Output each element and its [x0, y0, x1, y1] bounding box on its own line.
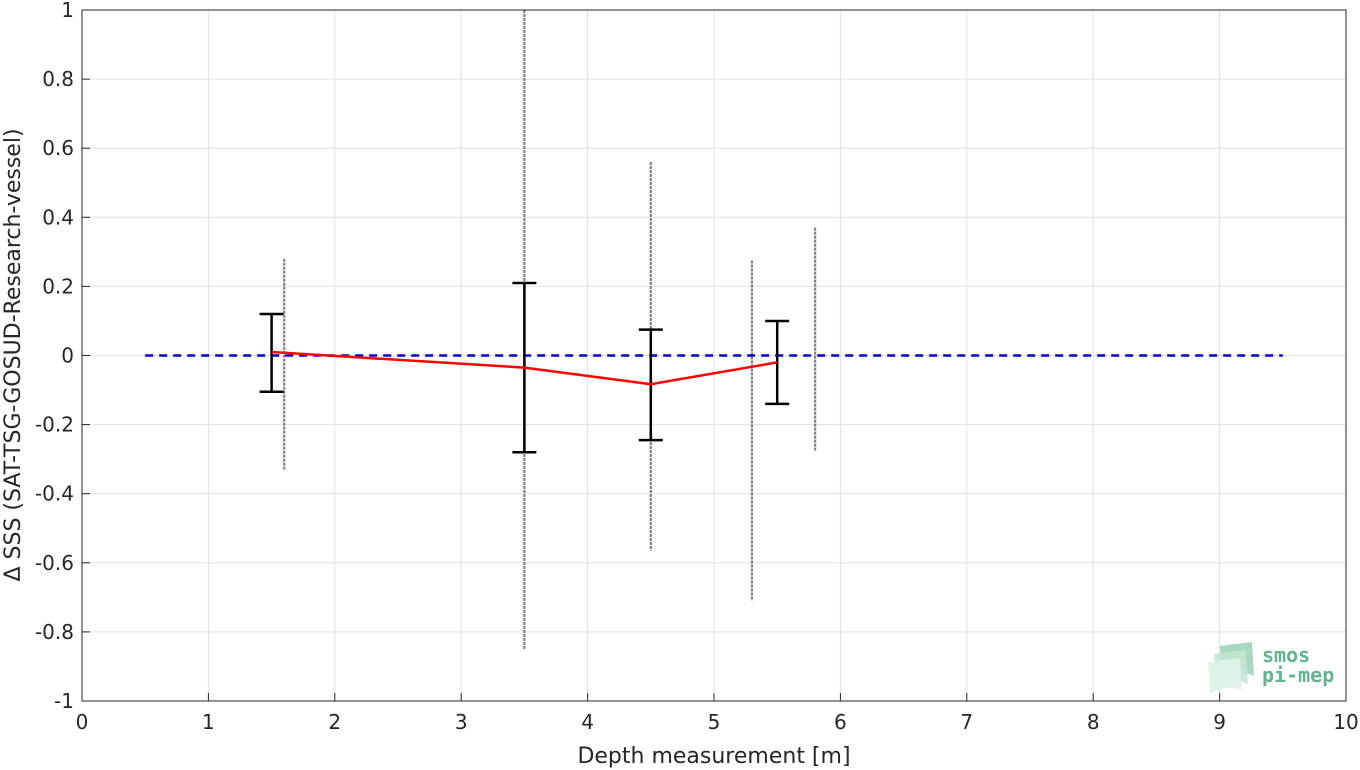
y-axis-label: Δ SSS (SAT-TSG-GOSUD-Research-vessel)	[1, 128, 26, 581]
y-tick-label: 0.6	[42, 136, 74, 160]
smos-pi-mep-logo: smos pi-mep	[1208, 642, 1334, 694]
y-tick-label: -0.4	[35, 482, 74, 506]
x-axis-label: Depth measurement [m]	[577, 744, 850, 769]
x-tick-label: 8	[1087, 710, 1100, 734]
y-tick-label: 1	[61, 0, 74, 22]
y-tick-label: 0.2	[42, 274, 74, 298]
y-tick-label: 0.4	[42, 205, 74, 229]
grid	[82, 10, 1346, 701]
mean-line-group	[271, 350, 778, 386]
logo-text-pi-mep: pi-mep	[1262, 663, 1334, 687]
x-tick-label: 3	[455, 710, 468, 734]
x-tick-label: 9	[1213, 710, 1226, 734]
logo-wave-front	[1208, 658, 1242, 694]
y-tick-label: -0.8	[35, 620, 74, 644]
y-tick-label: 0	[61, 344, 74, 368]
y-tick-label: 0.8	[42, 67, 74, 91]
logo-text-smos: smos	[1262, 643, 1310, 667]
x-tick-label: 7	[960, 710, 973, 734]
y-tick-label: -0.2	[35, 413, 74, 437]
y-tick-label: -0.6	[35, 551, 74, 575]
y-axis-ticks: -1 -0.8 -0.6 -0.4 -0.2 0 0.2 0.4 0.6 0.8 1	[35, 0, 90, 713]
x-tick-label: 5	[708, 710, 721, 734]
mean-line	[271, 350, 778, 386]
x-tick-label: 2	[328, 710, 341, 734]
y-tick-label: -1	[54, 689, 74, 713]
x-tick-label: 1	[202, 710, 215, 734]
x-tick-label: 0	[76, 710, 89, 734]
x-tick-label: 6	[834, 710, 847, 734]
x-tick-label: 10	[1333, 710, 1358, 734]
x-axis-ticks: 0 1 2 3 4 5 6 7 8 9 10	[76, 693, 1359, 734]
x-tick-label: 4	[581, 710, 594, 734]
